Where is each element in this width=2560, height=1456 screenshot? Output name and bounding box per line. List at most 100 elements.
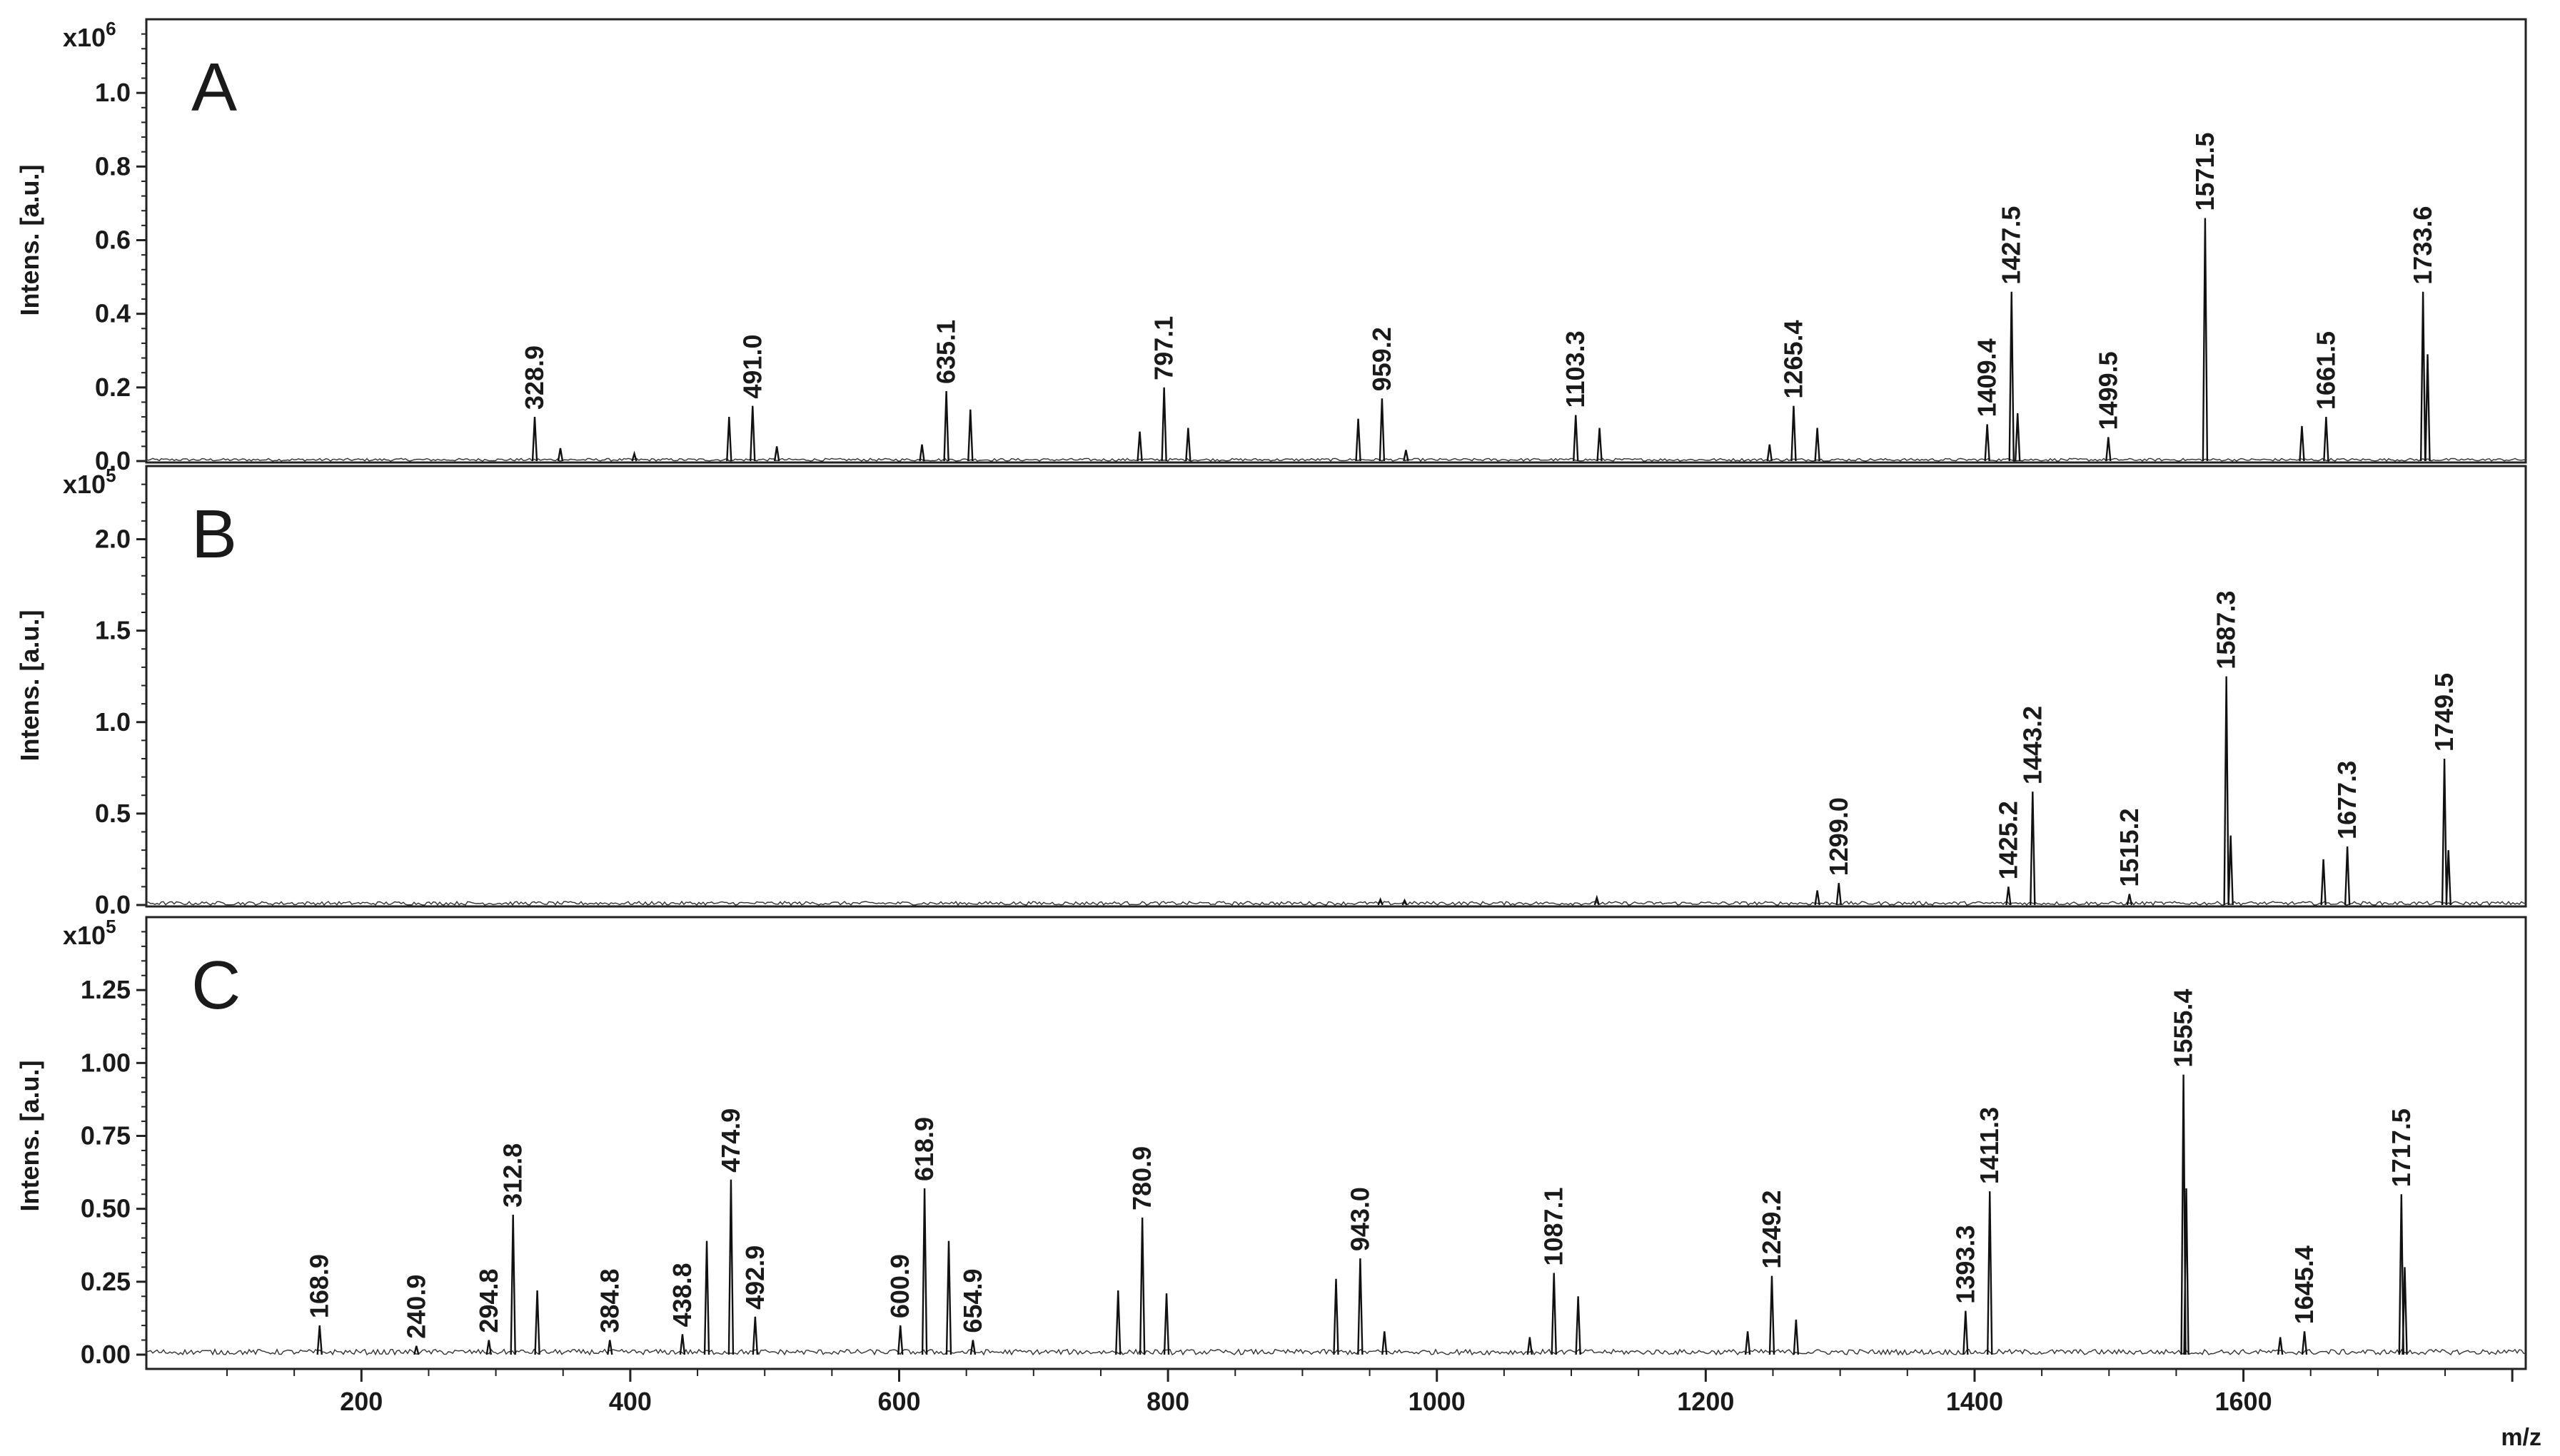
- peak-label: 1749.5: [2429, 673, 2459, 752]
- peak-label: 780.9: [1127, 1146, 1156, 1210]
- peak-mark: [2183, 1188, 2189, 1355]
- peak-mark: [1744, 1331, 1751, 1355]
- peak-mark: [485, 1340, 492, 1355]
- peak-mark: [1987, 1191, 1993, 1355]
- peak-mark: [1575, 1296, 1581, 1355]
- y-tick-label: 2.0: [95, 525, 131, 554]
- peak-mark: [1401, 898, 1408, 906]
- y-scale-factor: x106: [63, 18, 116, 52]
- y-axis-label: Intens. [a.u.]: [15, 1060, 44, 1211]
- peak-label: 797.1: [1149, 316, 1179, 380]
- x-tick-label: 1400: [1946, 1387, 2003, 1416]
- peak-mark: [1355, 418, 1361, 462]
- peak-label: 1087.1: [1539, 1187, 1568, 1265]
- y-tick-label: 0.8: [95, 151, 131, 181]
- peak-mark: [1357, 1258, 1364, 1355]
- peak-label: 1299.0: [1824, 797, 1853, 876]
- peak-mark: [2441, 758, 2448, 906]
- peak-label: 1427.5: [1997, 206, 2026, 285]
- peak-mark: [726, 417, 732, 462]
- peak-mark: [1790, 405, 1797, 462]
- peak-mark: [2008, 291, 2015, 462]
- peak-mark: [921, 1188, 928, 1355]
- peak-label: 1425.2: [1993, 801, 2022, 879]
- panel-letter: C: [191, 947, 241, 1023]
- peak-mark: [1377, 897, 1384, 906]
- peak-mark: [531, 417, 538, 462]
- peak-mark: [1551, 1273, 1557, 1355]
- peak-label: 1249.2: [1757, 1190, 1786, 1269]
- peak-label: 492.9: [740, 1245, 770, 1310]
- panel-c: 0.00 0.25 0.50 0.75 1.00 1.25 Intens. [a.u.] x1…: [15, 916, 2527, 1370]
- peak-mark: [1984, 424, 1990, 462]
- peak-label: 491.0: [737, 335, 767, 399]
- y-tick-label: 1.5: [95, 616, 131, 645]
- peak-mark: [1379, 398, 1386, 462]
- peak-label: 1571.5: [2190, 132, 2219, 211]
- peak-mark: [2030, 792, 2036, 906]
- peak-label: 1409.4: [1972, 338, 2002, 417]
- x-tick-label: 1000: [1408, 1387, 1466, 1416]
- peak-mark: [2398, 1194, 2405, 1355]
- y-tick-label: 0.00: [81, 1340, 131, 1369]
- panel-frame: [145, 916, 2527, 1370]
- peak-label: 1393.3: [1950, 1225, 1980, 1304]
- peak-mark: [2402, 1267, 2408, 1355]
- peak-mark: [1814, 890, 1820, 906]
- peak-label: 294.8: [474, 1268, 503, 1333]
- peak-label: 1587.3: [2212, 591, 2241, 669]
- peak-mark: [1137, 431, 1143, 462]
- peak-mark: [967, 409, 974, 462]
- y-scale-factor: x105: [63, 465, 116, 499]
- y-tick-label: 1.25: [81, 975, 131, 1004]
- peak-mark: [679, 1334, 686, 1355]
- peak-label: 654.9: [958, 1268, 987, 1333]
- peak-mark: [2005, 886, 2012, 906]
- x-tick-label: 1200: [1677, 1387, 1734, 1416]
- y-tick-label: 0.6: [95, 226, 131, 255]
- peak-label: 1411.3: [1975, 1107, 2004, 1184]
- peak-label: 438.8: [667, 1263, 697, 1327]
- peak-mark: [945, 1240, 952, 1355]
- peak-label: 474.9: [716, 1108, 745, 1173]
- panel-letter: A: [191, 49, 237, 126]
- x-axis-label: m/z: [2501, 1424, 2541, 1451]
- peak-label: 600.9: [885, 1254, 914, 1318]
- peak-mark: [919, 444, 925, 462]
- peak-mark: [2445, 850, 2451, 906]
- peak-label: 328.9: [520, 345, 549, 410]
- peak-mark: [1139, 1217, 1146, 1355]
- y-scale-factor: x105: [63, 916, 116, 950]
- y-tick-label: 0.25: [81, 1267, 131, 1296]
- peak-mark: [2323, 417, 2329, 462]
- y-axis-label: Intens. [a.u.]: [15, 610, 44, 761]
- peak-mark: [2277, 1337, 2284, 1355]
- peak-mark: [557, 448, 564, 462]
- peak-mark: [2419, 291, 2427, 462]
- panel-b: 0.0 0.5 1.0 1.5 2.0 Intens. [a.u.] x105 B 1299.0…: [15, 465, 2527, 919]
- y-tick-label: 1.0: [95, 707, 131, 737]
- peak-mark: [1814, 428, 1820, 462]
- y-tick-label: 0.50: [81, 1194, 131, 1223]
- x-tick-label: 800: [1147, 1387, 1189, 1416]
- peak-mark: [1768, 1275, 1775, 1355]
- peak-mark: [1381, 1331, 1388, 1355]
- peak-mark: [510, 1214, 516, 1355]
- baseline-noise: [146, 900, 2526, 906]
- peak-mark: [1593, 894, 1600, 906]
- x-axis: 200 400 600 800 1000 1200 1400 1600 m/z: [226, 1369, 2541, 1451]
- y-tick-label: 0.4: [95, 299, 131, 328]
- peak-mark: [2202, 218, 2209, 462]
- peak-mark: [1962, 1310, 1969, 1355]
- peak-mark: [943, 390, 949, 462]
- peak-mark: [534, 1290, 540, 1355]
- peak-label: 618.9: [909, 1117, 939, 1181]
- peak-mark: [413, 1345, 420, 1355]
- peak-label: 1661.5: [2311, 331, 2340, 410]
- y-axis-label: Intens. [a.u.]: [15, 164, 44, 315]
- peak-mark: [1596, 428, 1603, 462]
- peak-label: 943.0: [1345, 1187, 1374, 1251]
- peak-mark: [773, 446, 780, 462]
- peak-mark: [750, 405, 756, 462]
- peak-mark: [2299, 425, 2305, 462]
